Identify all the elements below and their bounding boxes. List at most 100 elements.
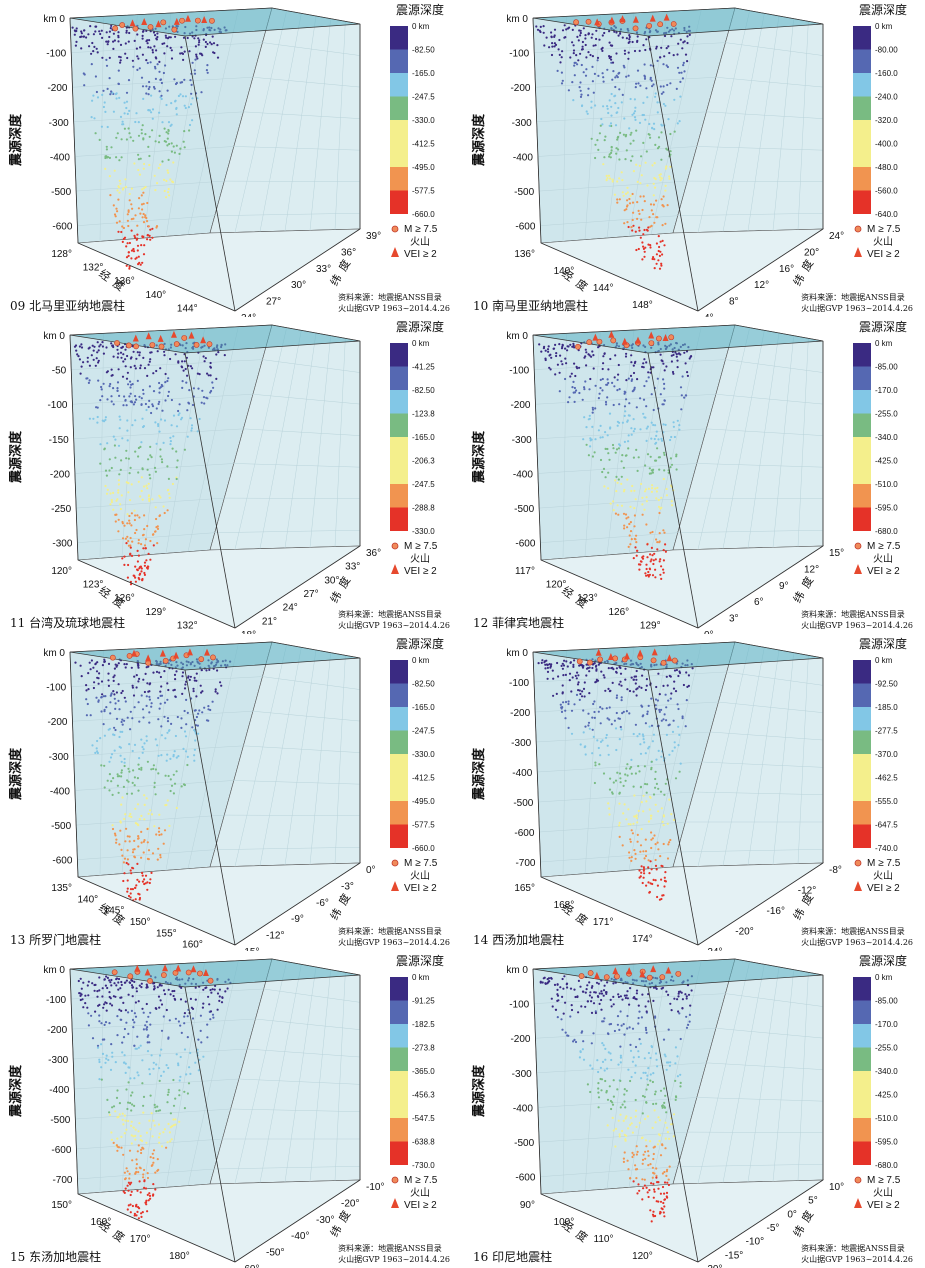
quake-point bbox=[106, 125, 109, 129]
quake-point bbox=[186, 1092, 189, 1095]
quake-point bbox=[126, 890, 129, 893]
quake-point bbox=[212, 386, 215, 389]
quake-point bbox=[651, 85, 654, 88]
quake-point bbox=[685, 997, 688, 1000]
quake-point bbox=[124, 666, 127, 669]
quake-point bbox=[152, 1156, 155, 1160]
volcano-marker bbox=[666, 654, 673, 662]
quake-point bbox=[647, 1150, 650, 1153]
grid-line bbox=[334, 972, 346, 1181]
large-quake-marker bbox=[147, 978, 153, 984]
quake-point bbox=[616, 111, 619, 114]
quake-point bbox=[117, 82, 120, 86]
quake-point bbox=[155, 49, 158, 52]
quake-point bbox=[130, 666, 133, 669]
quake-point bbox=[137, 1046, 140, 1049]
quake-point bbox=[645, 800, 648, 803]
quake-point bbox=[629, 1079, 632, 1083]
front-edge bbox=[184, 35, 236, 312]
quake-point bbox=[688, 1013, 691, 1016]
quake-point bbox=[606, 434, 609, 437]
quake-point bbox=[189, 1051, 192, 1055]
quake-point bbox=[590, 100, 593, 103]
quake-point bbox=[122, 785, 125, 788]
lon-tick-label: 120° bbox=[632, 1251, 653, 1262]
quake-point bbox=[212, 1016, 215, 1019]
quake-point bbox=[650, 79, 653, 82]
quake-point bbox=[134, 514, 137, 517]
quake-point bbox=[86, 360, 89, 363]
lat-tick-label: -8° bbox=[829, 865, 842, 876]
quake-point bbox=[650, 760, 653, 763]
quake-point bbox=[624, 779, 627, 782]
quake-point bbox=[162, 989, 166, 992]
legend-volcano-label: 火山 bbox=[873, 553, 893, 565]
quake-point bbox=[109, 93, 112, 96]
quake-point bbox=[145, 666, 148, 669]
quake-point bbox=[618, 388, 621, 391]
quake-point bbox=[547, 981, 550, 984]
quake-point bbox=[138, 395, 141, 398]
quake-point bbox=[684, 725, 687, 728]
quake-point bbox=[104, 695, 107, 698]
data-source: 资料来源：地震据ANSS目录 火山据GVP 1963~2014.4.26 bbox=[338, 292, 450, 314]
quake-point bbox=[142, 392, 145, 395]
quake-point bbox=[623, 209, 626, 212]
chart-14: km 0-100-200-300-400-500-600-700震源深度165°… bbox=[471, 636, 907, 951]
quake-point bbox=[121, 225, 124, 228]
quake-point bbox=[169, 1112, 172, 1115]
quake-point bbox=[594, 665, 598, 668]
quake-point bbox=[653, 128, 656, 131]
quake-point bbox=[146, 888, 149, 891]
quake-point bbox=[193, 759, 196, 762]
quake-point bbox=[210, 43, 213, 46]
quake-point bbox=[567, 702, 570, 706]
grid-line bbox=[143, 963, 172, 1190]
quake-point bbox=[116, 1137, 119, 1140]
volcano-marker bbox=[607, 652, 614, 660]
quake-point bbox=[619, 131, 622, 134]
quake-point bbox=[677, 990, 681, 993]
quake-point bbox=[653, 267, 656, 270]
quake-point bbox=[677, 725, 680, 728]
large-quake-marker bbox=[185, 969, 192, 976]
quake-point bbox=[572, 1040, 575, 1043]
volcano-marker bbox=[200, 336, 207, 344]
quake-point bbox=[653, 552, 656, 555]
quake-point bbox=[110, 1004, 114, 1007]
quake-point bbox=[101, 93, 104, 96]
quake-point bbox=[608, 412, 612, 415]
volcano-marker bbox=[186, 648, 193, 656]
quake-point bbox=[654, 1052, 658, 1055]
quake-point bbox=[588, 994, 591, 997]
quake-point bbox=[590, 1011, 594, 1014]
quake-point bbox=[156, 350, 159, 353]
quake-point bbox=[584, 753, 587, 756]
grid-line bbox=[77, 532, 215, 543]
depth-tick-label: -250 bbox=[51, 504, 71, 515]
quake-point bbox=[85, 698, 88, 701]
quake-point bbox=[155, 1063, 158, 1066]
quake-point bbox=[624, 1117, 627, 1120]
quake-point bbox=[91, 344, 94, 347]
quake-point bbox=[564, 36, 567, 39]
quake-point bbox=[105, 371, 108, 374]
source-volcano: 火山据GVP 1963~2014.4.26 bbox=[338, 304, 450, 313]
quake-point bbox=[214, 690, 217, 693]
grid-line bbox=[715, 1027, 824, 1039]
quake-point bbox=[137, 57, 140, 60]
quake-point bbox=[611, 681, 614, 684]
quake-point bbox=[653, 186, 657, 189]
quake-point bbox=[679, 95, 682, 98]
quake-point bbox=[106, 43, 109, 46]
quake-point bbox=[655, 242, 658, 245]
quake-point bbox=[206, 42, 209, 46]
quake-point bbox=[115, 97, 118, 100]
quake-point bbox=[636, 180, 639, 183]
quake-point bbox=[548, 366, 551, 369]
quake-point bbox=[113, 693, 116, 696]
quake-point bbox=[165, 1008, 168, 1012]
quake-point bbox=[558, 343, 561, 346]
quake-point bbox=[551, 45, 554, 48]
quake-point bbox=[659, 1200, 663, 1203]
